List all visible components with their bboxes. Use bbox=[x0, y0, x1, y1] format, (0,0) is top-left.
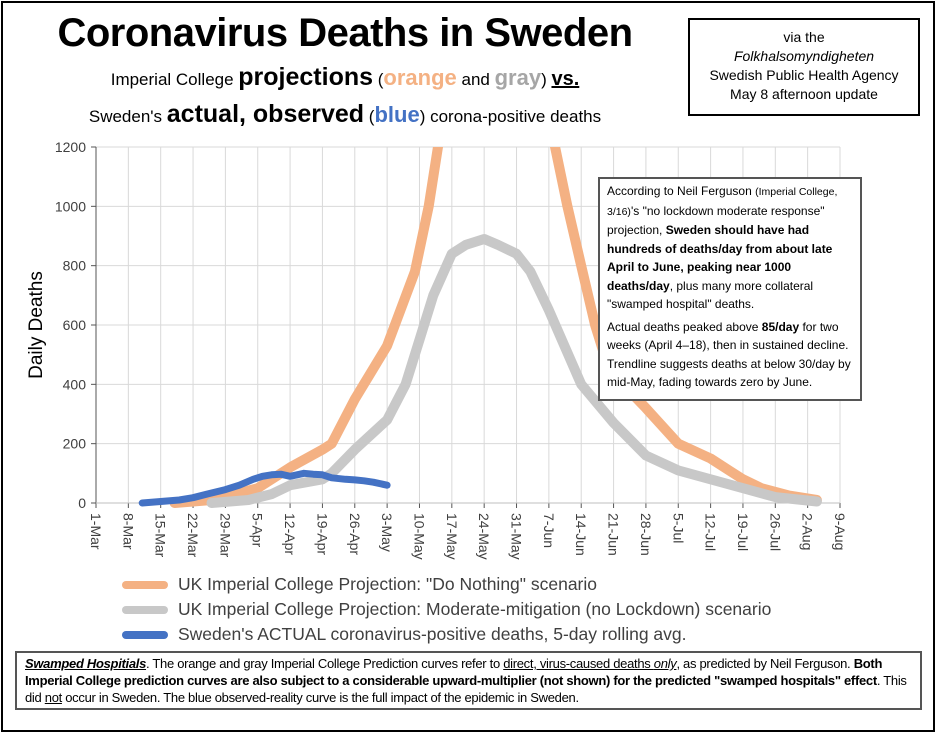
x-tick-label: 2-Aug bbox=[800, 513, 816, 550]
footnote-text: . This did bbox=[25, 673, 907, 705]
x-tick-label: 12-Jul bbox=[703, 513, 719, 551]
axes: 0 200 400 600 800 1000 1200 1-Mar 8-Mar 15-Mar 22-… bbox=[55, 139, 848, 560]
y-tick-label: 600 bbox=[63, 317, 87, 333]
legend-label: UK Imperial College Projection: "Do Noth… bbox=[178, 574, 598, 594]
x-tick-label: 8-Mar bbox=[120, 513, 136, 550]
x-tick-label: 12-Apr bbox=[282, 513, 298, 555]
x-tick-label: 10-May bbox=[411, 513, 427, 560]
legend-swatch-orange bbox=[122, 580, 168, 589]
annotation-text: , plus many more collateral "swamped hos… bbox=[607, 278, 814, 312]
subtitle-text: Imperial College bbox=[110, 70, 239, 89]
legend-item-blue: Sweden's ACTUAL coronavirus-positive dea… bbox=[122, 622, 771, 647]
legend-label: Sweden's ACTUAL coronavirus-positive dea… bbox=[178, 624, 687, 644]
source-agency-name: Folkhalsomyndigheten bbox=[733, 48, 875, 64]
series-line-sweden-actual bbox=[138, 469, 391, 507]
footnote-text: only bbox=[653, 656, 677, 671]
x-tick-label: 31-May bbox=[509, 513, 525, 560]
legend-item-gray: UK Imperial College Projection: Moderate… bbox=[122, 597, 771, 622]
y-tick-label: 1200 bbox=[55, 139, 86, 155]
annotation-bold: Sweden should have had hundreds of death… bbox=[607, 223, 833, 293]
x-tick-label: 3-May bbox=[379, 513, 395, 552]
legend: UK Imperial College Projection: "Do Noth… bbox=[122, 572, 771, 647]
footnote-box: Swamped Hospitials. The orange and gray … bbox=[15, 651, 922, 710]
x-tick-label: 26-Jul bbox=[767, 513, 783, 551]
subtitle-text: and bbox=[456, 70, 495, 89]
x-tick-label: 15-Mar bbox=[153, 513, 169, 558]
legend-swatch-blue bbox=[122, 630, 168, 639]
source-date: May 8 afternoon update bbox=[730, 86, 878, 102]
source-line: via the bbox=[783, 29, 825, 45]
x-tick-label: 28-Jun bbox=[638, 513, 654, 556]
y-tick-label: 200 bbox=[63, 436, 87, 452]
subtitle-text: ) bbox=[541, 70, 552, 89]
annotation-bold: 85/day bbox=[761, 319, 800, 334]
legend-swatch-gray bbox=[122, 605, 168, 614]
source-box: via the Folkhalsomyndigheten Swedish Pub… bbox=[688, 18, 920, 116]
x-tick-label: 5-Apr bbox=[250, 513, 266, 548]
legend-label: UK Imperial College Projection: Moderate… bbox=[178, 599, 772, 619]
annotation-text: (Imperial College, 3/16) bbox=[607, 186, 838, 218]
subtitle-text: Sweden's bbox=[88, 107, 167, 126]
gray-word: gray bbox=[494, 65, 542, 90]
blue-word: blue bbox=[374, 102, 420, 127]
x-tick-label: 17-May bbox=[444, 513, 460, 560]
annotation-text: Actual deaths peaked above bbox=[607, 319, 762, 334]
y-tick-label: 400 bbox=[63, 376, 87, 392]
x-tick-label: 22-Mar bbox=[185, 513, 201, 558]
footnote-text: direct, virus-caused deaths bbox=[503, 656, 654, 671]
footnote-text: . The orange and gray Imperial College P… bbox=[146, 656, 504, 671]
subtitle-emphasis: projections bbox=[238, 63, 374, 91]
y-axis-label: Daily Deaths bbox=[26, 271, 47, 379]
vs-word: vs. bbox=[551, 68, 580, 90]
footnote-heading: Swamped Hospitials bbox=[25, 656, 147, 671]
y-tick-label: 1000 bbox=[55, 198, 86, 214]
x-tick-label: 19-Apr bbox=[314, 513, 330, 555]
footnote-text: , as predicted by Neil Ferguson. bbox=[676, 656, 854, 671]
x-tick-label: 21-Jun bbox=[606, 513, 622, 556]
annotation-text: 's "no lockdown moderate response" proje… bbox=[607, 203, 825, 238]
x-tick-label: 14-Jun bbox=[573, 513, 589, 556]
annotation-text: for two weeks (April 4–18), then in sust… bbox=[607, 319, 851, 390]
orange-word: orange bbox=[383, 65, 457, 90]
x-tick-label: 9-Aug bbox=[832, 513, 848, 550]
legend-item-orange: UK Imperial College Projection: "Do Noth… bbox=[122, 572, 771, 597]
series-line-do-nothing bbox=[169, 147, 822, 508]
annotation-box: According to Neil Ferguson (Imperial Col… bbox=[598, 177, 862, 401]
y-tick-label: 800 bbox=[63, 258, 87, 274]
x-tick-label: 24-May bbox=[476, 513, 492, 560]
chart-title: Coronavirus Deaths in Sweden bbox=[57, 11, 633, 55]
x-tick-label: 29-Mar bbox=[217, 513, 233, 558]
subtitle-emphasis: actual, observed bbox=[166, 100, 365, 128]
y-tick-label: 0 bbox=[78, 495, 86, 511]
source-line: Swedish Public Health Agency bbox=[709, 67, 899, 83]
x-tick-label: 5-Jul bbox=[670, 513, 686, 543]
annotation-text: According to Neil Ferguson bbox=[607, 184, 756, 198]
subtitle-line-2: Sweden's actual, observed (blue) corona-… bbox=[0, 99, 690, 132]
footnote-bold: Both Imperial College prediction curves … bbox=[25, 656, 883, 688]
x-tick-label: 26-Apr bbox=[347, 513, 363, 555]
x-tick-label: 7-Jun bbox=[541, 513, 557, 548]
footnote-text: not bbox=[44, 690, 62, 705]
subtitle-text: ( bbox=[373, 70, 384, 89]
subtitle-text: ) corona-positive deaths bbox=[419, 107, 602, 126]
subtitle-text: ( bbox=[364, 107, 375, 126]
x-tick-label: 19-Jul bbox=[735, 513, 751, 551]
series-lines bbox=[138, 147, 822, 508]
subtitle-line-1: Imperial College projections (orange and… bbox=[10, 62, 680, 95]
footnote-text: occur in Sweden. The blue observed-reali… bbox=[61, 690, 579, 705]
x-tick-label: 1-Mar bbox=[88, 513, 104, 550]
